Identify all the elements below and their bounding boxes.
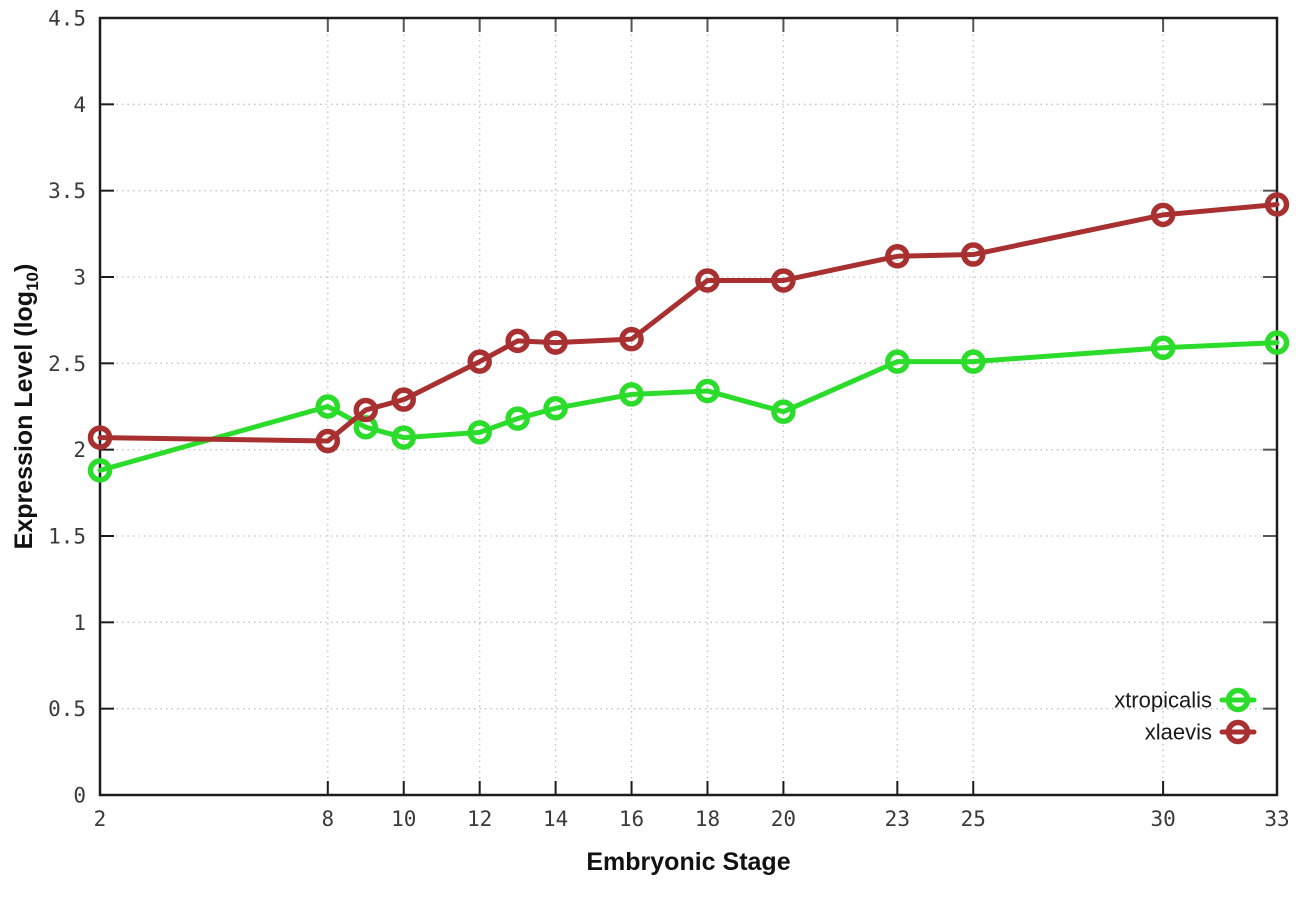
x-tick-label: 14 [543,807,568,831]
gridlines [100,18,1277,795]
data-point-xlaevis [315,428,341,454]
x-tick-label: 8 [321,807,334,831]
data-point-xtropicalis [543,395,568,421]
data-point-xlaevis [505,328,530,354]
y-tick-label: 4 [73,93,86,117]
data-point-xlaevis [695,268,720,293]
data-point-xlaevis [467,349,492,374]
x-axis-title: Embryonic Stage [586,848,790,876]
data-point-xtropicalis [695,378,720,404]
x-tick-label: 33 [1264,807,1289,831]
data-point-xlaevis [619,326,644,352]
data-point-xtropicalis [391,425,416,450]
data-point-xlaevis [1150,202,1176,228]
legend-marker [1225,719,1251,745]
data-point-xlaevis [543,330,568,355]
data-point-xlaevis [771,268,796,293]
x-tick-label: 2 [94,807,107,831]
data-point-xlaevis [961,242,986,267]
x-tick-label: 16 [619,807,644,831]
plot-border [98,16,1279,797]
y-tick-label: 3.5 [48,179,86,203]
legend-label: xtropicalis [1114,688,1212,713]
data-point-xtropicalis [771,399,796,424]
x-tick-label: 20 [771,807,796,831]
data-point-xlaevis [353,397,379,423]
y-tick-label: 2 [73,438,86,462]
data-point-xlaevis [1264,192,1290,217]
series-line-xtropicalis [97,340,1280,473]
x-tick-label: 18 [695,807,720,831]
y-tick-label: 1 [73,611,86,635]
x-tick-label: 10 [391,807,416,831]
data-point-xtropicalis [1150,335,1176,361]
data-point-xtropicalis [467,420,492,445]
data-point-xtropicalis [619,382,644,407]
legend-marker [1225,687,1251,713]
data-point-xtropicalis [885,349,910,374]
x-tick-label: 23 [885,807,910,831]
x-tick-label: 25 [961,807,986,831]
legend-entry-xlaevis: xlaevis [1145,719,1257,745]
y-tick-label: 0.5 [48,697,86,721]
y-tick-label: 2.5 [48,352,86,376]
data-point-xlaevis [391,387,416,412]
x-tick-label: 12 [467,807,492,831]
data-point-xlaevis [87,425,113,450]
data-point-xtropicalis [315,394,341,419]
data-point-xtropicalis [87,458,113,483]
data-point-xtropicalis [961,349,986,374]
y-tick-label: 4.5 [48,7,86,31]
x-tick-label: 30 [1150,807,1175,831]
y-tick-label: 0 [73,784,86,808]
data-point-xtropicalis [1264,330,1290,355]
data-point-xlaevis [885,244,910,269]
y-tick-label: 1.5 [48,525,86,549]
y-axis-title: Expression Level (log10) [10,264,42,550]
series-xtropicalis [87,330,1290,483]
series-xlaevis [87,192,1290,454]
y-tick-label: 3 [73,266,86,290]
legend-entry-xtropicalis: xtropicalis [1114,687,1257,713]
series-line-xlaevis [97,201,1280,444]
tick-labels: 0 0.5 1 1.5 2 2.5 3 3.5 4 4.5 2 8 10 12 14 16 18 20 23 25 30… [48,7,1290,832]
legend-label: xlaevis [1145,720,1212,745]
legend: xtropicalis xlaevis [1114,687,1257,745]
data-point-xtropicalis [505,406,530,431]
